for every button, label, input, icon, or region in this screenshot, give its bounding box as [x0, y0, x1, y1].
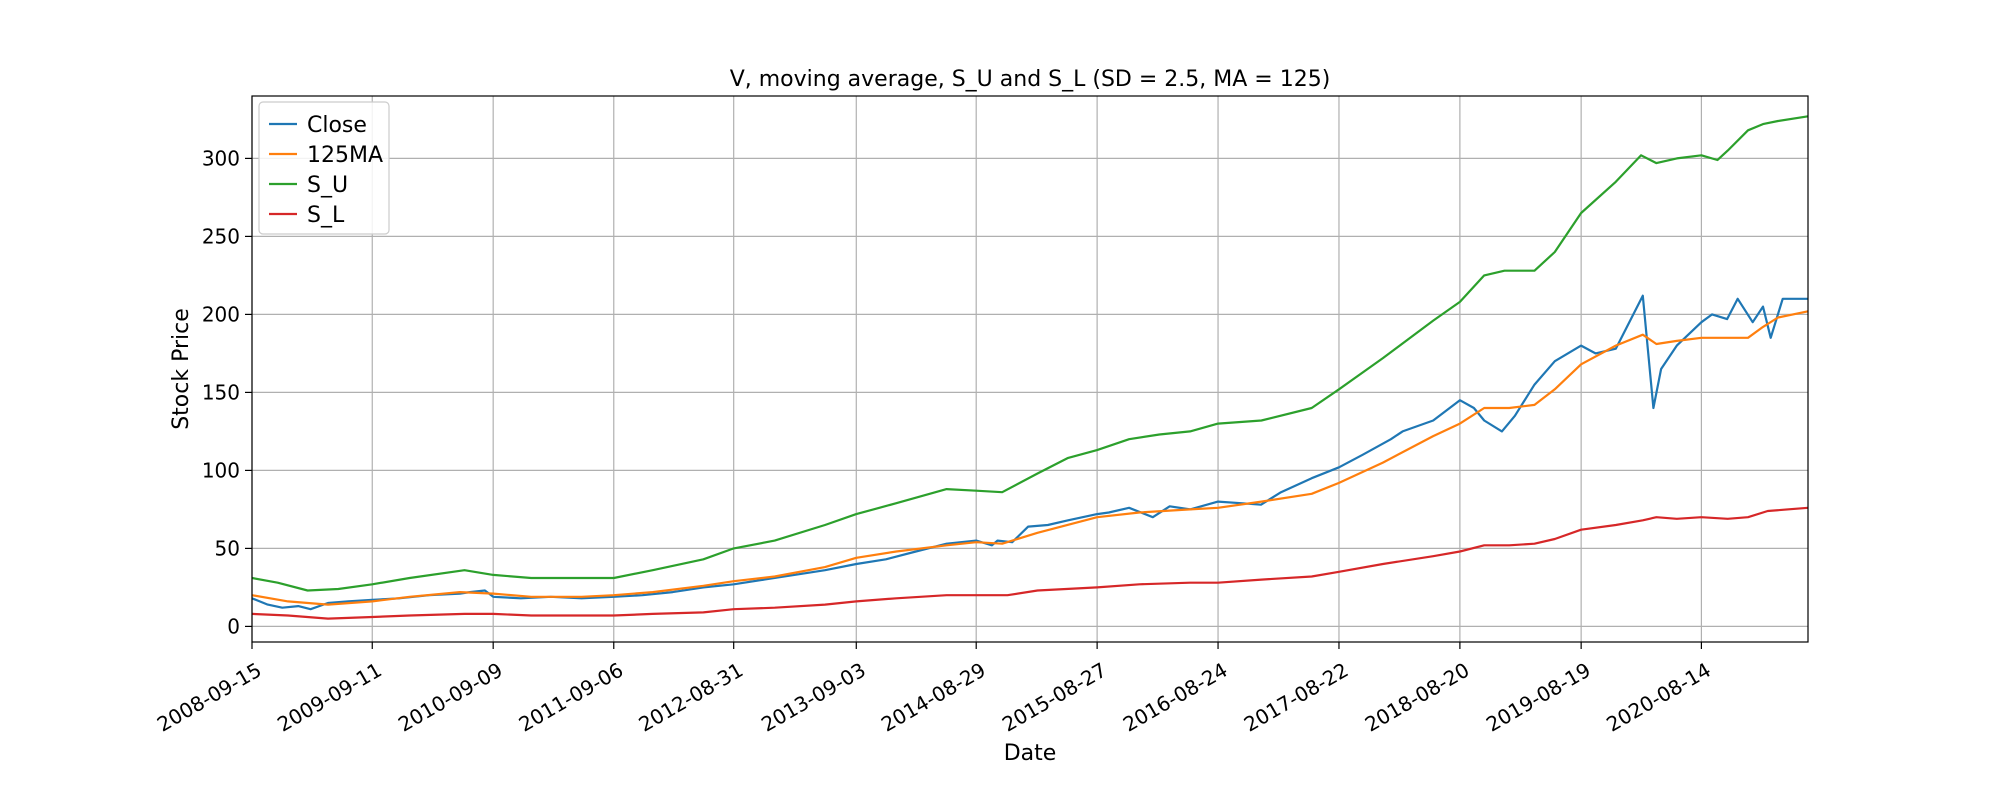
y-tick-label: 300 — [202, 146, 240, 170]
y-tick-label: 0 — [227, 614, 240, 638]
y-tick-label: 200 — [202, 302, 240, 326]
legend-label: S_L — [307, 203, 345, 228]
plot-frame — [251, 95, 1809, 643]
series-line-s-u — [251, 115, 1809, 592]
legend-label: S_U — [307, 173, 348, 198]
y-tick-label: 250 — [202, 224, 240, 248]
legend-box — [258, 101, 390, 235]
chart-title: V, moving average, S_U and S_L (SD = 2.5… — [730, 67, 1331, 92]
series-layer — [251, 115, 1809, 620]
series-line-s-l — [251, 506, 1809, 620]
x-axis-label: Date — [1004, 741, 1057, 766]
series-line-125ma — [251, 310, 1809, 606]
y-tick-label: 50 — [215, 536, 240, 560]
legend-label: Close — [307, 113, 367, 138]
y-tick-label: 150 — [202, 380, 240, 404]
y-tick-label: 100 — [202, 458, 240, 482]
y-axis-label: Stock Price — [169, 308, 194, 430]
legend-label: 125MA — [307, 143, 383, 168]
legend: Close 125MA S_U S_L — [258, 101, 390, 235]
